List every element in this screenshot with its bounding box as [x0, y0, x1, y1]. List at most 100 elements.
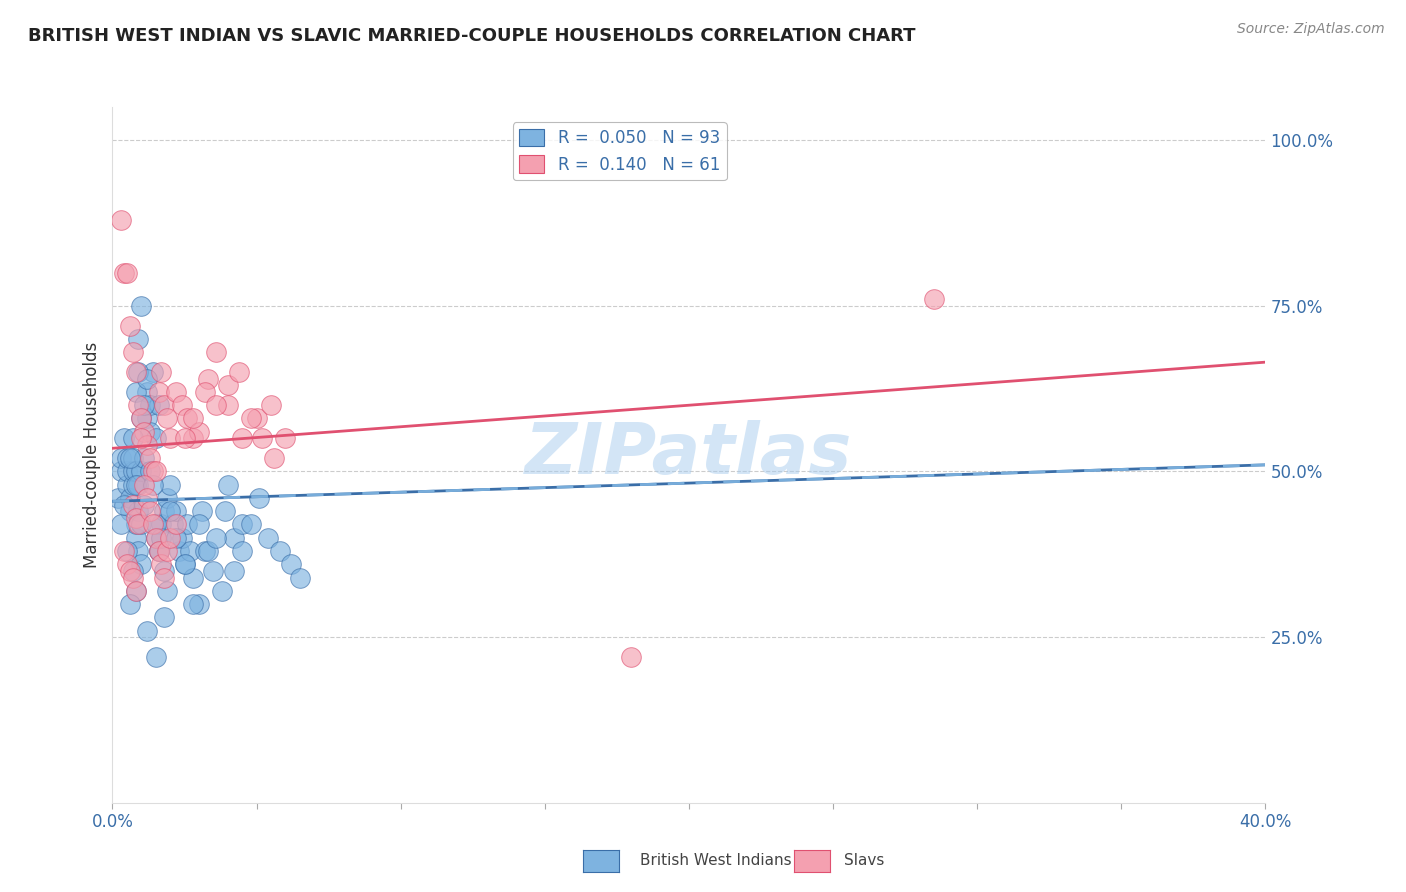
Point — [239, 517, 262, 532]
Point — [162, 517, 184, 532]
Point — [129, 431, 153, 445]
Point — [145, 531, 167, 545]
Point — [112, 544, 135, 558]
Point — [165, 384, 187, 399]
Point — [156, 491, 179, 505]
Point — [129, 558, 153, 572]
Point — [127, 477, 149, 491]
Point — [150, 517, 173, 532]
Point — [231, 544, 253, 558]
Legend: R =  0.050   N = 93, R =  0.140   N = 61: R = 0.050 N = 93, R = 0.140 N = 61 — [513, 122, 727, 180]
Point — [181, 570, 204, 584]
Point — [145, 517, 167, 532]
Point — [118, 564, 141, 578]
Point — [165, 531, 187, 545]
Point — [129, 299, 153, 313]
Point — [112, 266, 135, 280]
Point — [127, 504, 149, 518]
Point — [127, 332, 149, 346]
Point — [214, 504, 236, 518]
Point — [156, 544, 179, 558]
Point — [142, 477, 165, 491]
Point — [124, 583, 146, 598]
Point — [110, 451, 132, 466]
Point — [150, 558, 173, 572]
Point — [205, 345, 228, 359]
Point — [139, 398, 162, 412]
Point — [145, 465, 167, 479]
Point — [134, 425, 156, 439]
Point — [121, 451, 143, 466]
Point — [134, 477, 156, 491]
Point — [263, 451, 285, 466]
Point — [188, 517, 211, 532]
Point — [181, 597, 204, 611]
Point — [274, 431, 297, 445]
Point — [228, 365, 250, 379]
Point — [127, 398, 149, 412]
Point — [153, 504, 176, 518]
Point — [194, 384, 217, 399]
Point — [134, 451, 156, 466]
Point — [121, 465, 143, 479]
Point — [124, 365, 146, 379]
Point — [153, 564, 176, 578]
Point — [217, 378, 239, 392]
Point — [181, 431, 204, 445]
Point — [115, 544, 138, 558]
Point — [280, 558, 302, 572]
Point — [173, 558, 195, 572]
Point — [139, 451, 162, 466]
Point — [134, 498, 156, 512]
Point — [145, 531, 167, 545]
Point — [118, 451, 141, 466]
Point — [136, 384, 159, 399]
Point — [202, 564, 225, 578]
Point — [148, 384, 170, 399]
Point — [249, 491, 271, 505]
Point — [148, 398, 170, 412]
Point — [121, 431, 143, 445]
Point — [139, 465, 162, 479]
Point — [142, 465, 165, 479]
Point — [124, 465, 146, 479]
Point — [124, 477, 146, 491]
Point — [620, 650, 643, 665]
Point — [194, 544, 217, 558]
Point — [167, 544, 190, 558]
Point — [156, 411, 179, 425]
Point — [115, 465, 138, 479]
Point — [127, 517, 149, 532]
Point — [136, 411, 159, 425]
Point — [245, 411, 267, 425]
Point — [124, 517, 146, 532]
Point — [124, 531, 146, 545]
Point — [115, 266, 138, 280]
Point — [112, 431, 135, 445]
Point — [145, 650, 167, 665]
Point — [252, 431, 274, 445]
Point — [129, 411, 153, 425]
Text: BRITISH WEST INDIAN VS SLAVIC MARRIED-COUPLE HOUSEHOLDS CORRELATION CHART: BRITISH WEST INDIAN VS SLAVIC MARRIED-CO… — [28, 27, 915, 45]
Point — [124, 384, 146, 399]
Point — [269, 544, 291, 558]
Text: Source: ZipAtlas.com: Source: ZipAtlas.com — [1237, 22, 1385, 37]
Point — [136, 438, 159, 452]
Point — [118, 318, 141, 333]
Point — [129, 517, 153, 532]
Point — [173, 431, 195, 445]
Point — [231, 431, 253, 445]
Point — [136, 624, 159, 638]
Point — [110, 212, 132, 227]
Point — [121, 498, 143, 512]
Point — [118, 491, 141, 505]
Point — [222, 531, 245, 545]
Point — [188, 597, 211, 611]
Point — [148, 544, 170, 558]
Point — [148, 544, 170, 558]
Point — [170, 531, 193, 545]
Point — [139, 504, 162, 518]
Point — [191, 504, 214, 518]
Text: Slavs: Slavs — [844, 854, 884, 868]
Point — [181, 411, 204, 425]
